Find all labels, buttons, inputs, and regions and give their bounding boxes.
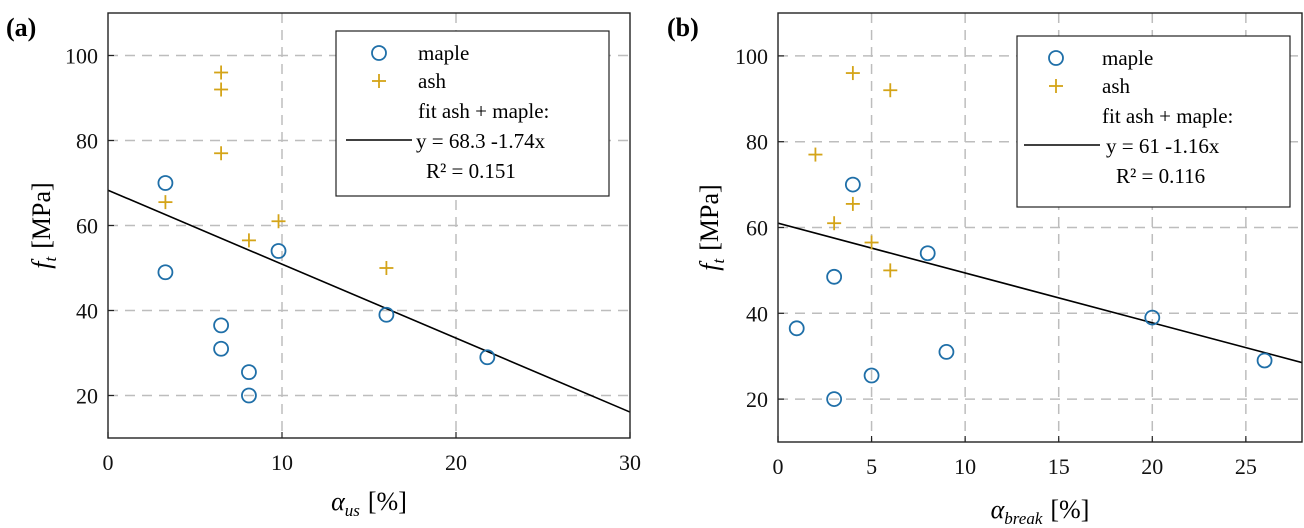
y-tick-label: 40 [746, 301, 768, 326]
y-tick-label: 40 [76, 299, 98, 324]
x-tick-label: 10 [954, 454, 976, 479]
y-tick-label: 20 [76, 384, 98, 409]
y-axis-label: ft[MPa] [695, 184, 728, 270]
legend-box [1016, 35, 1291, 208]
y-tick-label: 60 [746, 216, 768, 241]
legend-box [335, 30, 610, 197]
data-point-ash [271, 214, 286, 229]
fit-line [108, 189, 630, 413]
x-tick-label: 30 [619, 450, 641, 475]
y-tick-label: 20 [746, 387, 768, 412]
x-tick-label: 25 [1235, 454, 1257, 479]
x-tick-label: 15 [1048, 454, 1070, 479]
panel-a: 0 10 20 30 20 40 60 80 100 (a) αus [%] ft[MPa] maple a… [6, 12, 641, 520]
data-point-maple [826, 268, 843, 285]
data-point-maple [844, 176, 861, 193]
y-tick-label: 80 [746, 130, 768, 155]
data-point-ash [241, 233, 256, 248]
data-point-ash [864, 235, 879, 250]
data-point-maple [1144, 309, 1161, 326]
x-axis-label: αbreak [%] [991, 495, 1090, 528]
data-point-ash [808, 147, 823, 162]
data-point-ash [214, 65, 229, 80]
x-tick-label: 20 [1141, 454, 1163, 479]
data-point-ash [883, 263, 898, 278]
legend: maple ash fit ash + maple: y = 61 -1.16x R² … [1016, 35, 1291, 208]
data-point-maple [157, 264, 174, 281]
data-point-ash [827, 216, 842, 231]
data-point-maple [270, 243, 287, 259]
legend-maple-marker [1048, 50, 1064, 66]
x-tick-label: 0 [103, 450, 114, 475]
data-point-ash [883, 83, 898, 98]
legend-ash-label: ash [1102, 74, 1130, 98]
data-point-maple [938, 344, 955, 360]
y-axis-label: ft[MPa] [27, 182, 60, 268]
data-point-maple [826, 391, 843, 408]
fit-line [778, 222, 1302, 364]
data-point-maple [213, 317, 230, 334]
legend-maple-marker [371, 45, 387, 61]
y-tick-label: 100 [735, 44, 768, 69]
data-point-maple [241, 364, 257, 381]
legend-ash-marker [372, 74, 386, 88]
x-tick-label: 0 [773, 454, 784, 479]
legend-fit-r2: R² = 0.116 [1116, 164, 1205, 188]
data-point-maple [863, 367, 880, 384]
legend-maple-label: maple [1102, 46, 1153, 70]
data-point-maple [788, 320, 805, 337]
data-point-ash [845, 66, 860, 81]
panel-b: 0 5 10 15 20 25 20 40 60 80 100 (b) αbreak [%] ft[MPa]… [667, 12, 1303, 528]
panel-label: (a) [6, 13, 36, 42]
data-point-ash [214, 82, 229, 97]
data-point-maple [479, 349, 496, 366]
data-point-maple [213, 340, 230, 357]
x-tick-label: 20 [445, 450, 467, 475]
data-point-maple [241, 387, 257, 404]
y-tick-label: 60 [76, 214, 98, 239]
data-point-maple [157, 175, 174, 191]
x-tick-label: 10 [271, 450, 293, 475]
legend-fit-r2: R² = 0.151 [426, 159, 516, 183]
y-tick-label: 80 [76, 129, 98, 154]
legend-maple-label: maple [418, 41, 469, 65]
legend-ash-marker [1049, 79, 1063, 93]
data-point-maple [1256, 352, 1273, 369]
legend-fit-equation: y = 61 -1.16x [1106, 134, 1220, 158]
x-axis-label: αus [%] [331, 487, 407, 520]
data-point-maple [919, 245, 936, 262]
legend-fit-title: fit ash + maple: [418, 99, 549, 123]
data-point-ash [158, 195, 173, 210]
legend-fit-title: fit ash + maple: [1102, 104, 1233, 128]
legend: maple ash fit ash + maple: y = 68.3 -1.74x R… [335, 30, 610, 197]
legend-fit-equation: y = 68.3 -1.74x [416, 129, 546, 153]
x-tick-label: 5 [866, 454, 877, 479]
data-point-ash [845, 196, 860, 211]
data-point-ash [379, 261, 394, 275]
data-point-ash [214, 146, 229, 161]
data-point-maple [378, 306, 395, 323]
y-tick-label: 100 [65, 44, 98, 69]
panel-label: (b) [667, 13, 699, 42]
legend-ash-label: ash [418, 69, 446, 93]
